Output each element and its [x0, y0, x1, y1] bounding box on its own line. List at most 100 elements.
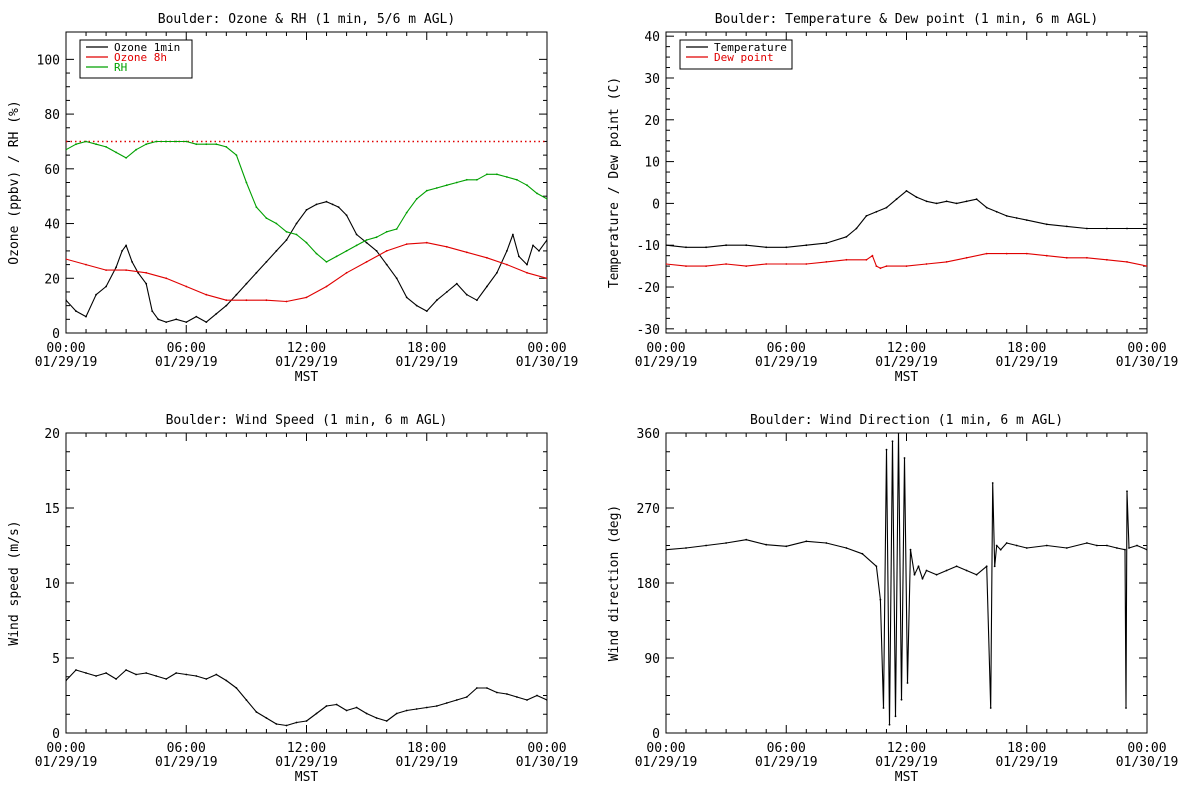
- y-tick-label: -10: [637, 239, 660, 254]
- data-point: [1146, 265, 1147, 267]
- data-point: [125, 669, 127, 671]
- y-tick-label: 100: [37, 53, 60, 68]
- data-point: [135, 673, 138, 676]
- data-point: [245, 181, 248, 184]
- data-point: [1124, 548, 1126, 551]
- data-point: [255, 271, 258, 274]
- data-point: [315, 712, 318, 715]
- data-point: [75, 669, 77, 671]
- data-point: [95, 143, 97, 146]
- data-point: [913, 573, 916, 576]
- data-point: [335, 703, 338, 706]
- data-point: [861, 552, 864, 555]
- data-point: [999, 548, 1002, 551]
- x-tick-label-date: 01/29/19: [275, 755, 338, 770]
- data-point: [725, 244, 727, 247]
- y-tick-label: 30: [644, 72, 660, 87]
- dew-point-line: [666, 253, 1147, 269]
- data-point: [1005, 252, 1008, 255]
- data-point: [975, 198, 978, 201]
- data-point: [195, 675, 198, 677]
- x-tick-label-time: 00:00: [1127, 741, 1166, 756]
- data-point: [666, 548, 667, 551]
- x-tick-label-date: 01/29/19: [635, 355, 698, 370]
- data-point: [365, 261, 368, 263]
- data-point: [165, 321, 168, 323]
- data-point: [425, 706, 428, 709]
- data-point: [1065, 256, 1068, 259]
- data-point: [165, 678, 168, 680]
- data-point: [885, 206, 888, 209]
- x-tick-label-time: 12:00: [887, 341, 926, 356]
- panel-temperature-dewpoint: Boulder: Temperature & Dew point (1 min,…: [607, 12, 1178, 385]
- data-point: [455, 282, 458, 285]
- x-tick-label-date: 01/29/19: [995, 355, 1058, 370]
- data-point: [1015, 544, 1018, 547]
- data-point: [115, 266, 117, 269]
- data-point: [685, 547, 687, 549]
- data-point: [765, 246, 768, 249]
- data-point: [1065, 225, 1068, 228]
- data-point: [265, 299, 268, 302]
- data-point: [165, 140, 168, 143]
- data-point: [325, 285, 328, 288]
- ozone-8h-line: [66, 242, 547, 303]
- x-axis-label: MST: [295, 770, 319, 785]
- data-point: [185, 321, 188, 323]
- data-point: [909, 548, 912, 551]
- x-tick-label-time: 00:00: [527, 341, 566, 356]
- data-point: [1126, 227, 1128, 230]
- data-point: [785, 263, 788, 265]
- series-0-line: [666, 433, 1147, 726]
- x-tick-label-time: 12:00: [287, 341, 326, 356]
- legend-label: Temperature: [714, 41, 787, 54]
- data-point: [205, 143, 208, 146]
- data-point: [85, 140, 87, 143]
- data-point: [705, 246, 707, 249]
- data-point: [1106, 544, 1108, 547]
- x-axis-label: MST: [295, 370, 319, 385]
- x-tick-label-date: 01/29/19: [395, 355, 458, 370]
- data-point: [385, 263, 388, 266]
- data-point: [1045, 254, 1048, 257]
- data-point: [1116, 547, 1118, 549]
- legend-label: Ozone 8h: [114, 51, 167, 64]
- data-point: [315, 252, 318, 255]
- data-point: [945, 569, 948, 572]
- data-point: [506, 176, 508, 178]
- data-point: [375, 250, 378, 252]
- data-point: [685, 246, 687, 249]
- data-point: [151, 310, 154, 312]
- data-point: [455, 181, 458, 184]
- data-point: [105, 146, 107, 148]
- data-point: [526, 699, 528, 701]
- data-point: [925, 569, 928, 572]
- data-point: [905, 265, 908, 267]
- x-tick-label-time: 06:00: [167, 341, 206, 356]
- data-point: [345, 214, 348, 217]
- data-point: [882, 707, 885, 709]
- data-point: [894, 715, 897, 718]
- data-point: [965, 569, 968, 572]
- data-point: [155, 140, 158, 143]
- data-point: [885, 448, 888, 451]
- x-tick-label-time: 00:00: [1127, 341, 1166, 356]
- data-point: [546, 699, 547, 701]
- data-point: [945, 261, 948, 263]
- data-point: [215, 673, 218, 676]
- data-point: [935, 573, 938, 576]
- data-point: [666, 244, 667, 247]
- x-tick-label-date: 01/29/19: [995, 755, 1058, 770]
- data-point: [705, 544, 707, 547]
- data-point: [345, 709, 348, 712]
- y-tick-label: 90: [644, 652, 660, 667]
- data-point: [875, 265, 878, 267]
- x-tick-label-date: 01/29/19: [275, 355, 338, 370]
- data-point: [765, 543, 768, 546]
- data-point: [465, 696, 468, 698]
- data-point: [506, 250, 508, 252]
- data-point: [995, 210, 998, 213]
- data-point: [486, 173, 488, 176]
- data-point: [1086, 542, 1088, 544]
- data-point: [155, 675, 158, 677]
